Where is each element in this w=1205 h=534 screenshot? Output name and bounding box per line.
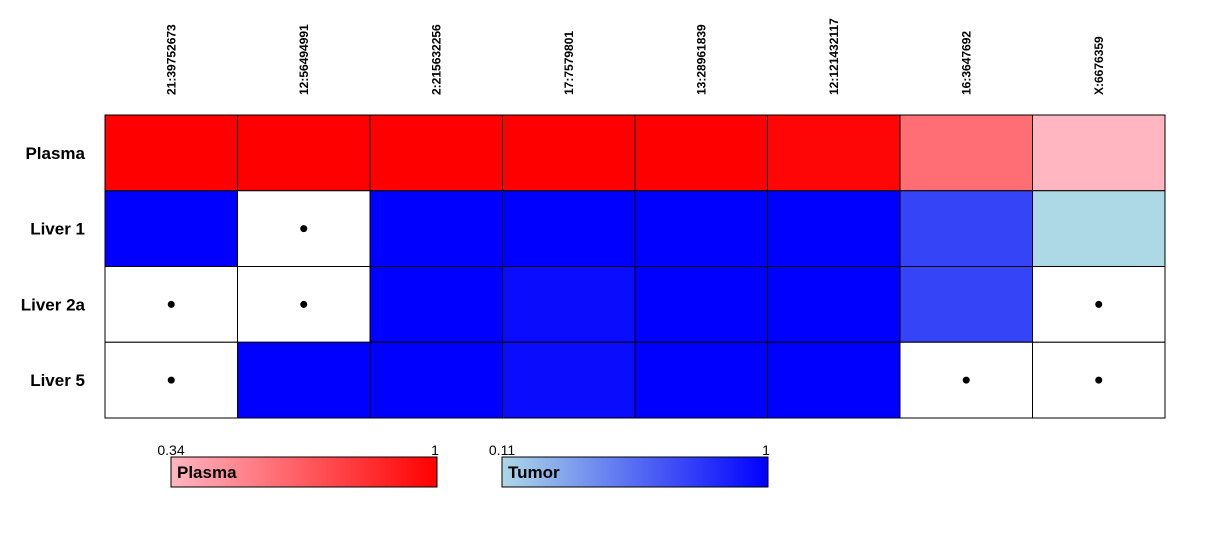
missing-value-dot [300,225,308,233]
heatmap-cell [899,114,1033,192]
column-label: 12:56494991 [297,24,311,95]
legend-gradient-bar [170,456,438,488]
heatmap-cell [1032,114,1166,192]
column-labels: 21:39752673 12:56494991 2:215632256 17:7579… [164,18,1106,95]
missing-value-dot [962,376,970,384]
heatmap-cell [104,190,238,267]
heatmap-cell [634,114,768,192]
column-label: 21:39752673 [164,24,178,95]
column-label: X:6676359 [1092,36,1106,95]
column-label: 13:28961839 [694,24,708,95]
missing-markers [167,225,1103,384]
heatmap-cell [502,266,636,343]
heatmap-cells [104,114,1166,419]
heatmap-cell [502,341,636,419]
heatmap-cell [899,266,1033,343]
row-label: Liver 2a [21,295,86,314]
row-label: Plasma [25,144,85,163]
heatmap-cell [634,341,768,419]
heatmap-cell [767,190,901,267]
column-label: 16:3647692 [959,31,973,95]
missing-value-dot [167,376,175,384]
heatmap-cell [634,266,768,343]
heatmap-cell [502,190,636,267]
heatmap-cell [104,114,238,192]
missing-value-dot [300,300,308,308]
legend-gradient-bar [501,456,769,488]
color-legends: Plasma 0.34 1 Tumor 0.11 1 [157,442,770,488]
heatmap-cell [899,190,1033,267]
missing-value-dot [1095,300,1103,308]
row-label: Liver 5 [30,371,85,390]
column-label: 17:7579801 [562,31,576,95]
heatmap-cell [369,266,503,343]
heatmap-cell [767,341,901,419]
column-label: 12:121432117 [827,18,841,95]
heatmap-cell [369,341,503,419]
legend-name: Plasma [177,463,237,482]
missing-value-dot [167,300,175,308]
heatmap-cell [767,266,901,343]
missing-value-dot [1095,376,1103,384]
row-label: Liver 1 [30,220,85,239]
heatmap-border [104,114,1166,419]
legend-name: Tumor [508,463,560,482]
heatmap-cell [767,114,901,192]
row-labels: Plasma Liver 1 Liver 2a Liver 5 [21,144,86,390]
legend-min-label: 0.34 [157,442,184,458]
heatmap-cell [1032,190,1166,267]
legend-min-label: 0.11 [489,442,515,458]
heatmap-cell [369,190,503,267]
column-label: 2:215632256 [429,24,443,95]
heatmap-cell [237,341,371,419]
legend-max-label: 1 [431,442,439,458]
heatmap-cell [502,114,636,192]
heatmap-cell [634,190,768,267]
legend-max-label: 1 [762,442,770,458]
heatmap-cell [369,114,503,192]
heatmap-cell [237,114,371,192]
